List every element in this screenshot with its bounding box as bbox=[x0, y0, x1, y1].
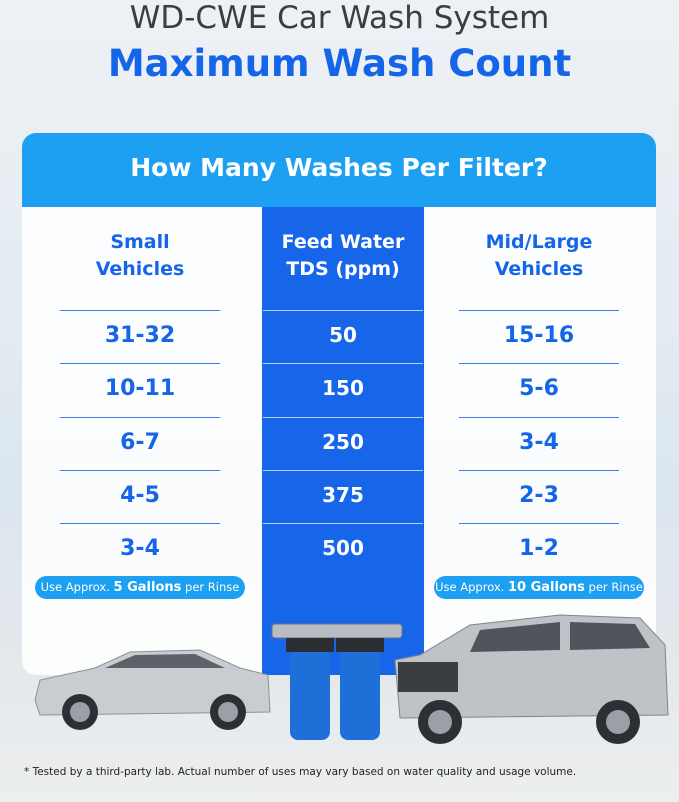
page-subtitle: Maximum Wash Count bbox=[107, 42, 572, 85]
table-cell: 250 bbox=[322, 429, 364, 454]
row-divider bbox=[263, 310, 423, 311]
row-divider bbox=[263, 469, 423, 471]
table-cell: 50 bbox=[329, 323, 357, 347]
note-part: 5 Gallons bbox=[113, 580, 182, 595]
column-header: Feed Water TDS (ppm) bbox=[281, 231, 405, 280]
table-title: How Many Washes Per Filter? bbox=[130, 153, 548, 182]
row-divider bbox=[60, 416, 220, 418]
rinse-note: Use Approx. 10 Gallons per Rinse bbox=[434, 576, 644, 599]
table-cell: 1-2 bbox=[519, 536, 559, 562]
table-cell: 375 bbox=[322, 482, 364, 507]
table-cell: 6-7 bbox=[120, 429, 160, 455]
table-cell: 31-32 bbox=[104, 323, 176, 348]
page-title: WD-CWE Car Wash System bbox=[129, 0, 550, 36]
note-part: 10 Gallons bbox=[508, 580, 585, 595]
row-divider bbox=[459, 469, 619, 471]
row-divider bbox=[459, 416, 619, 418]
middle-column bbox=[262, 207, 424, 675]
suv bbox=[394, 614, 669, 744]
row-divider bbox=[60, 310, 220, 311]
row-divider bbox=[459, 363, 619, 365]
table-cell: 10-11 bbox=[104, 376, 176, 402]
row-divider bbox=[459, 523, 619, 525]
table-cell: 15-16 bbox=[503, 323, 575, 348]
table-cell: 3-4 bbox=[519, 429, 559, 455]
sedan bbox=[34, 649, 271, 730]
row-divider bbox=[263, 363, 423, 365]
note-part: per Rinse bbox=[181, 580, 240, 594]
filter-system bbox=[271, 623, 403, 740]
row-divider bbox=[60, 523, 220, 525]
table-cell: 4-5 bbox=[120, 482, 160, 508]
footnote: * Tested by a third-party lab. Actual nu… bbox=[24, 766, 577, 778]
column-header: Small Vehicles bbox=[95, 231, 185, 280]
row-divider bbox=[263, 416, 423, 418]
column-header: Mid/Large Vehicles bbox=[485, 231, 593, 280]
row-divider bbox=[459, 310, 619, 311]
table-cell: 3-4 bbox=[120, 536, 160, 562]
note-part: Use Approx. bbox=[435, 580, 508, 594]
note-part: Use Approx. bbox=[40, 580, 114, 594]
note-part: per Rinse bbox=[584, 580, 643, 594]
rinse-note: Use Approx. 5 Gallons per Rinse bbox=[35, 576, 245, 599]
row-divider bbox=[263, 523, 423, 525]
table-card: How Many Washes Per Filter? Small Vehicl… bbox=[22, 133, 656, 675]
row-divider bbox=[60, 469, 220, 471]
table-cell: 500 bbox=[322, 536, 364, 561]
table-cell: 5-6 bbox=[519, 376, 559, 402]
table-cell: 150 bbox=[322, 376, 364, 401]
table-header-band bbox=[22, 133, 656, 207]
table-cell: 2-3 bbox=[519, 482, 559, 508]
row-divider bbox=[60, 363, 220, 365]
illustration bbox=[34, 614, 669, 744]
